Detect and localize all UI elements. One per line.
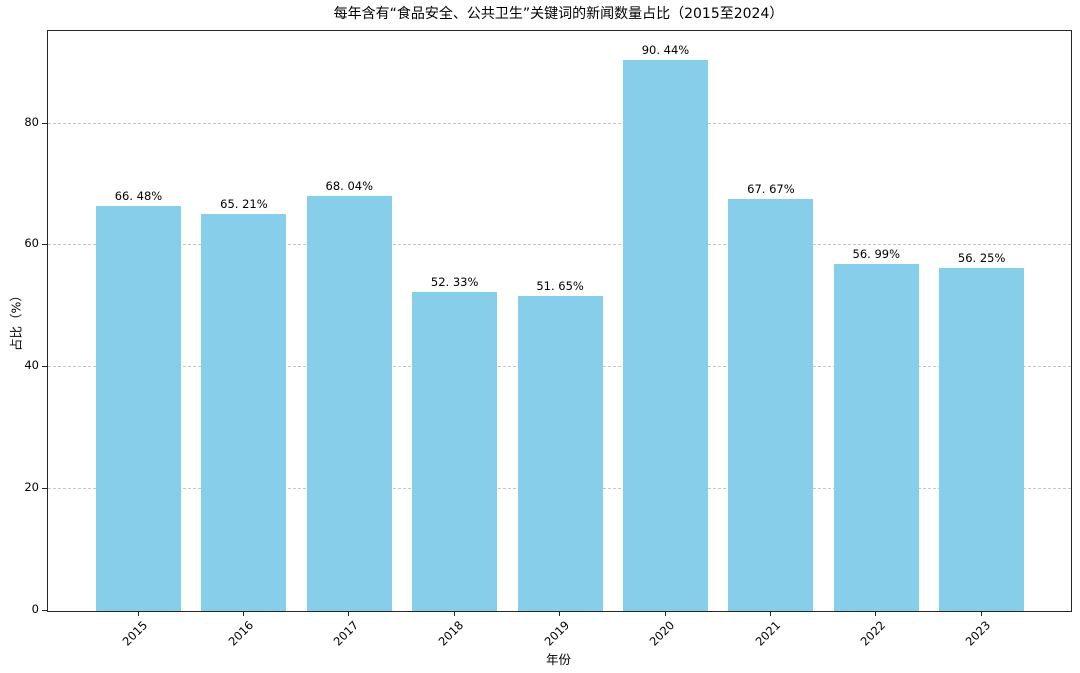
bar-2019: [517, 296, 603, 611]
x-tick-mark: [453, 611, 455, 616]
x-tick-label-2023: 2023: [962, 618, 994, 649]
y-tick-mark: [42, 366, 47, 368]
x-tick-label-2018: 2018: [435, 618, 467, 649]
x-tick-label-2022: 2022: [857, 618, 889, 649]
x-tick-mark: [664, 611, 666, 616]
bar-2016: [201, 213, 287, 611]
y-tick-mark: [42, 122, 47, 124]
gridline-80: [48, 122, 1071, 124]
bar-value-label-2020: 90. 44%: [641, 43, 690, 57]
y-tick-label-80: 80: [24, 114, 39, 129]
bar-value-label-2018: 52. 33%: [430, 275, 479, 290]
gridline-60: [48, 244, 1071, 246]
bar-2021: [728, 198, 814, 611]
y-axis-label: 占比（%）: [8, 289, 24, 351]
chart-title: 每年含有“食品安全、公共卫生”关键词的新闻数量占比（2015至2024）: [333, 6, 784, 22]
bar-2015: [96, 205, 181, 611]
x-tick-label-2020: 2020: [646, 618, 678, 649]
x-tick-mark: [769, 611, 771, 616]
bar-value-label-2019: 51. 65%: [536, 279, 584, 294]
x-tick-mark: [242, 611, 244, 616]
y-tick-label-40: 40: [24, 358, 39, 373]
bar-2017: [306, 196, 392, 611]
x-tick-mark: [875, 611, 877, 616]
bar-2018: [412, 292, 498, 611]
bar-value-label-2021: 67. 67%: [747, 181, 795, 196]
bar-value-label-2017: 68. 04%: [325, 179, 374, 194]
plot-area: 66. 48% 65. 21% 68. 04% 52. 33% 51. 65% 90. 4…: [47, 30, 1072, 612]
bar-value-label-2016: 65. 21%: [220, 196, 268, 211]
y-tick-mark: [42, 244, 47, 246]
x-tick-label-2016: 2016: [225, 618, 256, 649]
bar-2020: [623, 60, 708, 611]
y-tick-mark: [42, 610, 47, 611]
y-tick-label-0: 0: [31, 602, 39, 616]
x-tick-label-2019: 2019: [541, 618, 573, 649]
x-tick-label-2015: 2015: [119, 618, 151, 649]
x-tick-label-2021: 2021: [752, 618, 783, 649]
x-tick-mark: [137, 611, 139, 616]
x-tick-mark: [980, 611, 982, 616]
x-tick-label-2017: 2017: [330, 618, 362, 649]
bar-2023: [939, 268, 1025, 611]
x-axis-label: 年份: [545, 652, 571, 667]
y-tick-label-20: 20: [24, 480, 39, 495]
bar-value-label-2015: 66. 48%: [114, 188, 163, 203]
x-tick-mark: [348, 611, 350, 616]
x-tick-mark: [559, 611, 561, 616]
bar-2022: [833, 263, 919, 611]
y-tick-label-60: 60: [24, 236, 39, 251]
bar-value-label-2023: 56. 25%: [957, 251, 1006, 266]
y-tick-mark: [42, 488, 47, 490]
bar-value-label-2022: 56. 99%: [852, 246, 901, 261]
